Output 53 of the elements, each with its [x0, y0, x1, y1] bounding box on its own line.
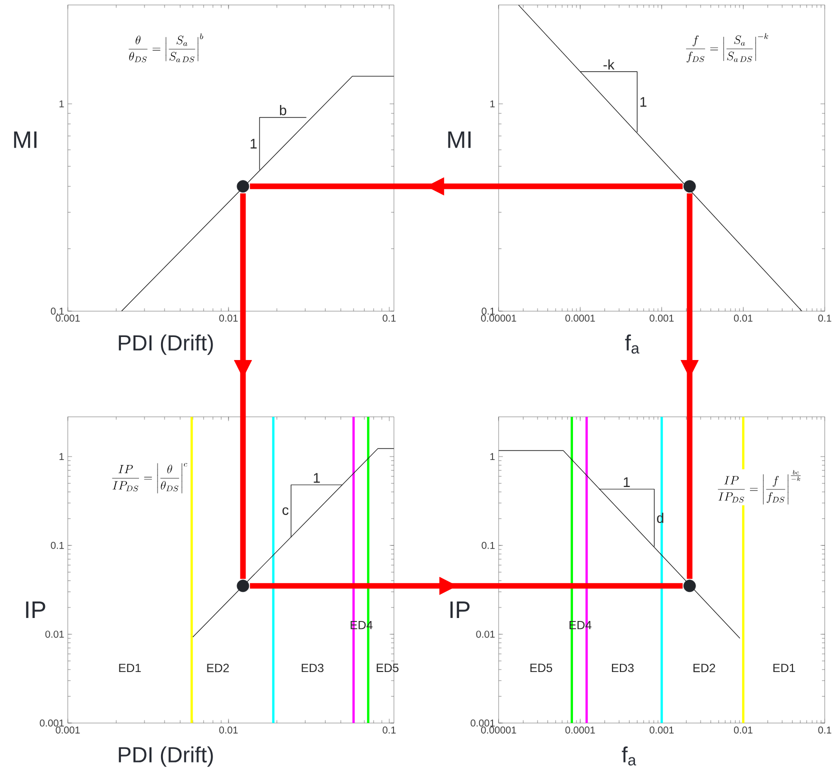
annotation: ED5	[530, 664, 552, 672]
x-tick-label: 0.0001	[565, 726, 595, 734]
annotation: ED1	[119, 664, 141, 672]
x-tick-label: 0.00001	[481, 314, 516, 322]
x-tick-label: 0.00001	[481, 726, 516, 734]
y-axis-title: MI	[448, 132, 471, 148]
y-tick-label: 0.1	[50, 542, 64, 549]
annotation: -k	[604, 59, 614, 70]
x-tick-label: 0.01	[219, 314, 238, 322]
y-tick-label: 0.001	[40, 720, 64, 727]
annotation: ED1	[773, 664, 796, 672]
annotation: ED2	[694, 664, 716, 672]
annotation: ED5	[376, 664, 398, 672]
x-tick-label: 0.01	[734, 314, 752, 322]
x-tick-label: 0.1	[382, 314, 396, 322]
annotation: $\frac{IP}{IP_{DS}} = \left|\frac{f}{f_{DS}}\right|^{\frac{bc}{-k}}$	[718, 470, 801, 505]
x-axis-title: f$_{a}$	[625, 334, 640, 354]
y-tick-label: 0.01	[45, 630, 64, 638]
x-axis-title: f$_{a}$	[622, 746, 636, 766]
x-tick-label: 0.1	[818, 314, 832, 322]
x-tick-label: 0.01	[219, 726, 238, 734]
x-tick-label: 0.1	[382, 726, 396, 734]
x-axis-title: PDI (Drift)	[118, 746, 213, 767]
y-tick-label: 0.01	[476, 630, 495, 638]
x-tick-label: 0.1	[818, 726, 832, 734]
annotation: 1	[640, 97, 646, 107]
y-tick-label: 1	[490, 100, 495, 108]
x-tick-label: 0.001	[650, 726, 674, 734]
annotation: $\frac{\theta}{\theta_{DS}} = \left|\frac{S_a}{S_{a\,DS}}\right|^{b}$	[128, 34, 204, 62]
annotation: c	[282, 507, 288, 516]
annotation: ED3	[612, 664, 634, 672]
x-tick-label: 0.001	[650, 314, 674, 322]
annotation: b	[280, 105, 286, 116]
y-tick-label: 1	[490, 453, 495, 460]
y-axis-title: IP	[26, 602, 46, 618]
annotation: $\frac{f}{f_{DS}} = \left|\frac{S_a}{S_{a\,DS}}\right|^{-k}$	[686, 33, 768, 63]
y-tick-label: 1	[60, 453, 64, 460]
x-tick-label: 0.01	[734, 726, 752, 734]
y-tick-label: 0.1	[482, 542, 495, 549]
annotation: 1	[250, 138, 257, 149]
y-axis-title: MI	[14, 132, 36, 148]
annotation: 1	[314, 473, 320, 483]
annotation: $\frac{IP}{IP_{DS}} = \left|\frac{\theta}{\theta_{DS}}\right|^{c}$	[112, 463, 188, 494]
y-tick-label: 0.1	[50, 308, 64, 315]
y-tick-label: 1	[60, 100, 64, 108]
annotation: ED3	[302, 664, 324, 672]
y-axis-title: IP	[450, 602, 470, 618]
y-tick-label: 0.001	[470, 720, 495, 727]
y-tick-label: 0.1	[482, 308, 495, 315]
x-tick-label: 0.0001	[565, 314, 595, 322]
annotation: 1	[624, 477, 630, 487]
annotation: ED2	[207, 664, 229, 672]
x-axis-title: PDI (Drift)	[118, 334, 213, 355]
